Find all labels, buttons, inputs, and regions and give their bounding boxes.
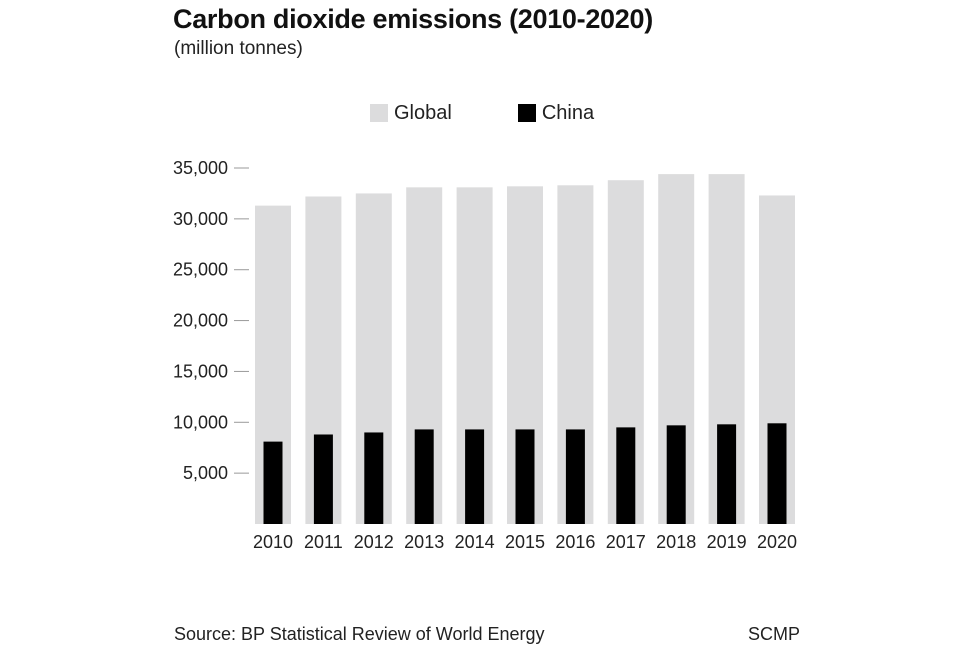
legend-label-china: China [541, 101, 595, 124]
chart-legend: Global China [370, 100, 594, 126]
chart-subtitle: (million tonnes) [174, 38, 303, 59]
x-tick-label: 2012 [354, 532, 394, 552]
bar-china [767, 423, 787, 524]
chart-title: Carbon dioxide emissions (2010-2020) [173, 4, 653, 34]
x-tick-label: 2017 [606, 532, 646, 552]
x-tick-label: 2013 [404, 532, 444, 552]
legend-swatch-china [517, 104, 536, 122]
source-note: Source: BP Statistical Review of World E… [174, 624, 545, 644]
legend-item-china: China [517, 101, 595, 125]
legend-label-global: Global [394, 101, 452, 124]
y-tick-label: 15,000 [173, 361, 228, 381]
x-tick-label: 2019 [707, 532, 747, 552]
y-tick-label: 35,000 [173, 158, 228, 178]
x-tick-label: 2011 [304, 532, 343, 552]
bar-china [364, 432, 384, 524]
x-tick-label: 2010 [253, 532, 293, 552]
x-tick-label: 2014 [455, 532, 495, 552]
legend-item-global: Global [370, 102, 452, 125]
publisher-credit: SCMP [747, 624, 800, 644]
y-tick-label: 30,000 [173, 209, 228, 229]
bar-china [666, 425, 686, 524]
bar-china [717, 424, 737, 524]
y-tick-label: 10,000 [173, 412, 228, 432]
y-tick-label: 5,000 [183, 463, 228, 483]
y-tick-label: 20,000 [173, 311, 228, 331]
bar-china [313, 434, 333, 524]
bar-china [616, 427, 636, 524]
bar-china [465, 429, 485, 524]
x-tick-label: 2016 [555, 532, 595, 552]
x-tick-label: 2020 [757, 532, 797, 552]
bar-china [515, 429, 535, 524]
legend-swatch-global [370, 104, 388, 122]
x-tick-label: 2018 [656, 532, 696, 552]
x-tick-label: 2015 [505, 532, 545, 552]
bar-china [565, 429, 585, 524]
y-tick-label: 25,000 [173, 260, 228, 280]
bar-china [263, 441, 283, 524]
bar-china [414, 429, 434, 524]
